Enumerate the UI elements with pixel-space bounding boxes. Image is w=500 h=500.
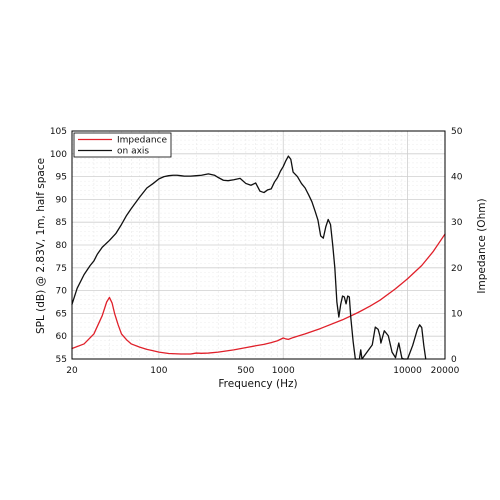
y-right-tick-label: 30	[451, 218, 463, 228]
x-tick-label: 1000	[272, 366, 295, 376]
tick-labels: 20 100 500 1000 10000 20000556065707580859095…	[50, 127, 463, 376]
series-line-impedance	[71, 233, 446, 355]
y-axis-right-title: Impedance (Ohm)	[476, 198, 488, 293]
legend-label-on-axis: on axis	[117, 147, 149, 157]
y-left-tick-label: 80	[56, 241, 68, 251]
major-grid	[72, 131, 445, 359]
series-line-on-axis	[71, 155, 427, 360]
y-left-tick-label: 105	[50, 127, 67, 137]
y-right-tick-label: 20	[451, 264, 463, 274]
y-left-tick-label: 85	[56, 218, 67, 228]
y-right-tick-label: 40	[451, 173, 463, 183]
series-layer	[71, 155, 446, 360]
legend-box	[73, 132, 172, 158]
y-left-tick-label: 60	[56, 332, 68, 342]
x-axis-title: Frequency (Hz)	[218, 378, 297, 390]
plot-frame	[71, 130, 446, 360]
x-tick-label: 20000	[431, 366, 460, 376]
y-left-tick-label: 70	[56, 287, 68, 297]
y-left-tick-label: 65	[56, 309, 67, 319]
y-right-tick-label: 50	[451, 127, 463, 137]
x-tick-label: 20	[66, 366, 78, 376]
y-left-tick-label: 75	[56, 264, 67, 274]
legend-label-impedance: Impedance	[117, 136, 168, 146]
y-right-tick-label: 0	[451, 355, 457, 365]
x-tick-label: 500	[237, 366, 254, 376]
y-left-tick-label: 100	[50, 150, 67, 160]
y-left-tick-label: 90	[56, 195, 68, 205]
x-tick-label: 100	[150, 366, 167, 376]
x-tick-label: 10000	[393, 366, 422, 376]
y-axis-left-title: SPL (dB) @ 2.83V, 1m, half space	[35, 158, 47, 334]
y-left-tick-label: 95	[56, 173, 67, 183]
y-left-tick-label: 55	[56, 355, 67, 365]
y-right-tick-label: 10	[451, 309, 463, 319]
legend: Impedance on axis	[73, 132, 172, 158]
